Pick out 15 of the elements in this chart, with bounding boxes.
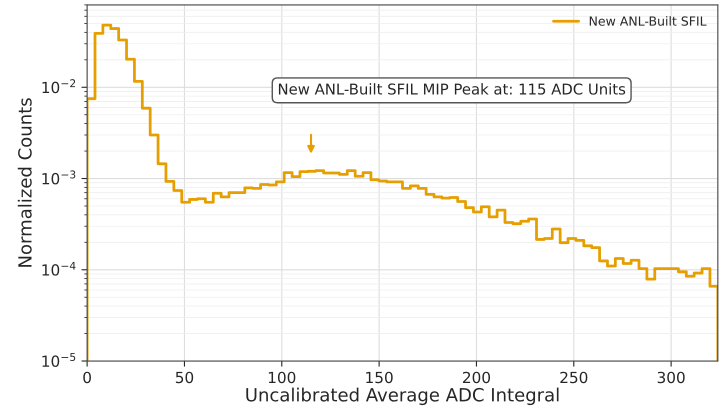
annotation: New ANL-Built SFIL MIP Peak at: 115 ADC Units [278,83,626,95]
x-tick-label: 300 [658,372,685,384]
y-tick-label: 10$^{−5}$ [42,353,76,367]
x-tick-label: 200 [462,372,490,384]
y-tick-label: 10$^{−2}$ [42,79,76,94]
x-tick-label: 100 [268,372,296,384]
y-tick-label: 10$^{−3}$ [42,170,76,184]
y-axis-title: Normalized Counts [18,98,32,267]
y-tick-label: 10$^{−4}$ [42,262,76,276]
x-tick-label: 250 [560,372,588,384]
legend-label: New ANL-Built SFIL [590,16,707,26]
x-tick-label: 50 [176,372,194,384]
x-axis-title: Uncalibrated Average ADC Integral [246,388,558,406]
x-tick-label: 0 [83,372,91,384]
x-tick-label: 150 [366,372,393,384]
